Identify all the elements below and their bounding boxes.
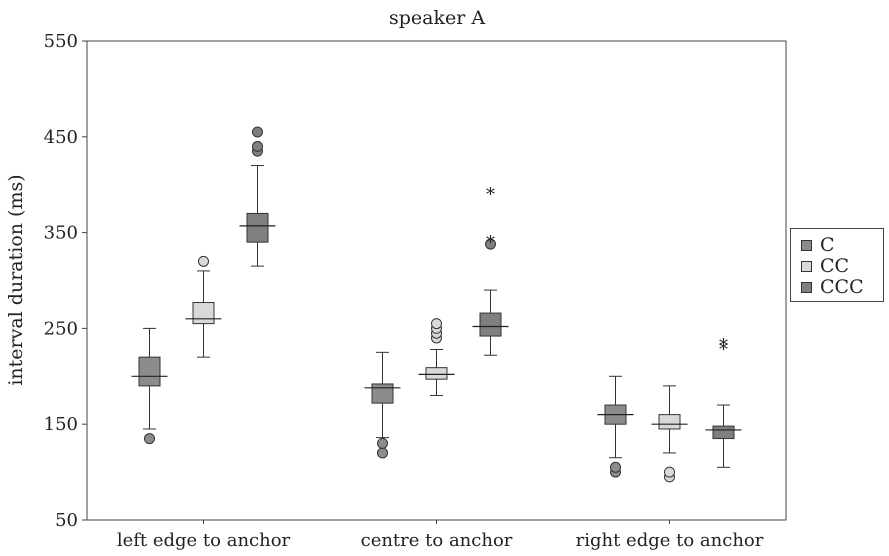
outlier-point — [198, 255, 209, 267]
outlier-point — [610, 461, 621, 473]
legend-label-ccc: CCC — [820, 276, 864, 298]
y-tick-label: 150 — [44, 414, 78, 435]
box — [712, 425, 735, 440]
y-tick-label: 450 — [44, 127, 78, 148]
legend-swatch-c — [801, 239, 812, 251]
box — [658, 414, 681, 430]
outlier-point — [252, 140, 263, 152]
x-tick-label: left edge to anchor — [117, 530, 291, 551]
outlier-point — [377, 447, 388, 459]
extreme-point: * — [719, 336, 728, 357]
box — [192, 302, 215, 325]
box — [246, 212, 269, 243]
box — [138, 356, 161, 387]
outlier-point — [431, 318, 442, 330]
legend-item-ccc: CCC — [801, 276, 864, 298]
box — [479, 312, 502, 337]
box — [371, 383, 394, 404]
extreme-point: * — [486, 184, 495, 205]
legend-item-cc: CC — [801, 255, 850, 277]
legend-label-cc: CC — [820, 255, 850, 277]
plot-frame — [86, 40, 787, 521]
x-tick-label: centre to anchor — [361, 530, 513, 551]
outlier-point — [252, 126, 263, 138]
outlier-point — [664, 466, 675, 478]
outlier-point — [144, 433, 155, 445]
legend-swatch-ccc — [801, 281, 812, 293]
legend-swatch-cc — [801, 260, 812, 272]
legend: C CC CCC — [790, 228, 884, 302]
y-tick-label: 50 — [55, 510, 78, 531]
legend-item-c: C — [801, 234, 835, 256]
y-axis-label: interval duration (ms) — [5, 174, 27, 385]
box — [425, 367, 448, 380]
extreme-point: * — [719, 340, 728, 361]
y-tick-label: 250 — [44, 318, 78, 339]
y-tick-label: 350 — [44, 223, 78, 244]
chart-title: speaker A — [389, 7, 485, 29]
outlier-point — [377, 437, 388, 449]
extreme-point: * — [486, 232, 495, 253]
x-tick-label: right edge to anchor — [576, 530, 764, 551]
legend-label-c: C — [820, 234, 835, 256]
outlier-point — [485, 238, 496, 250]
y-tick-label: 550 — [44, 31, 78, 52]
